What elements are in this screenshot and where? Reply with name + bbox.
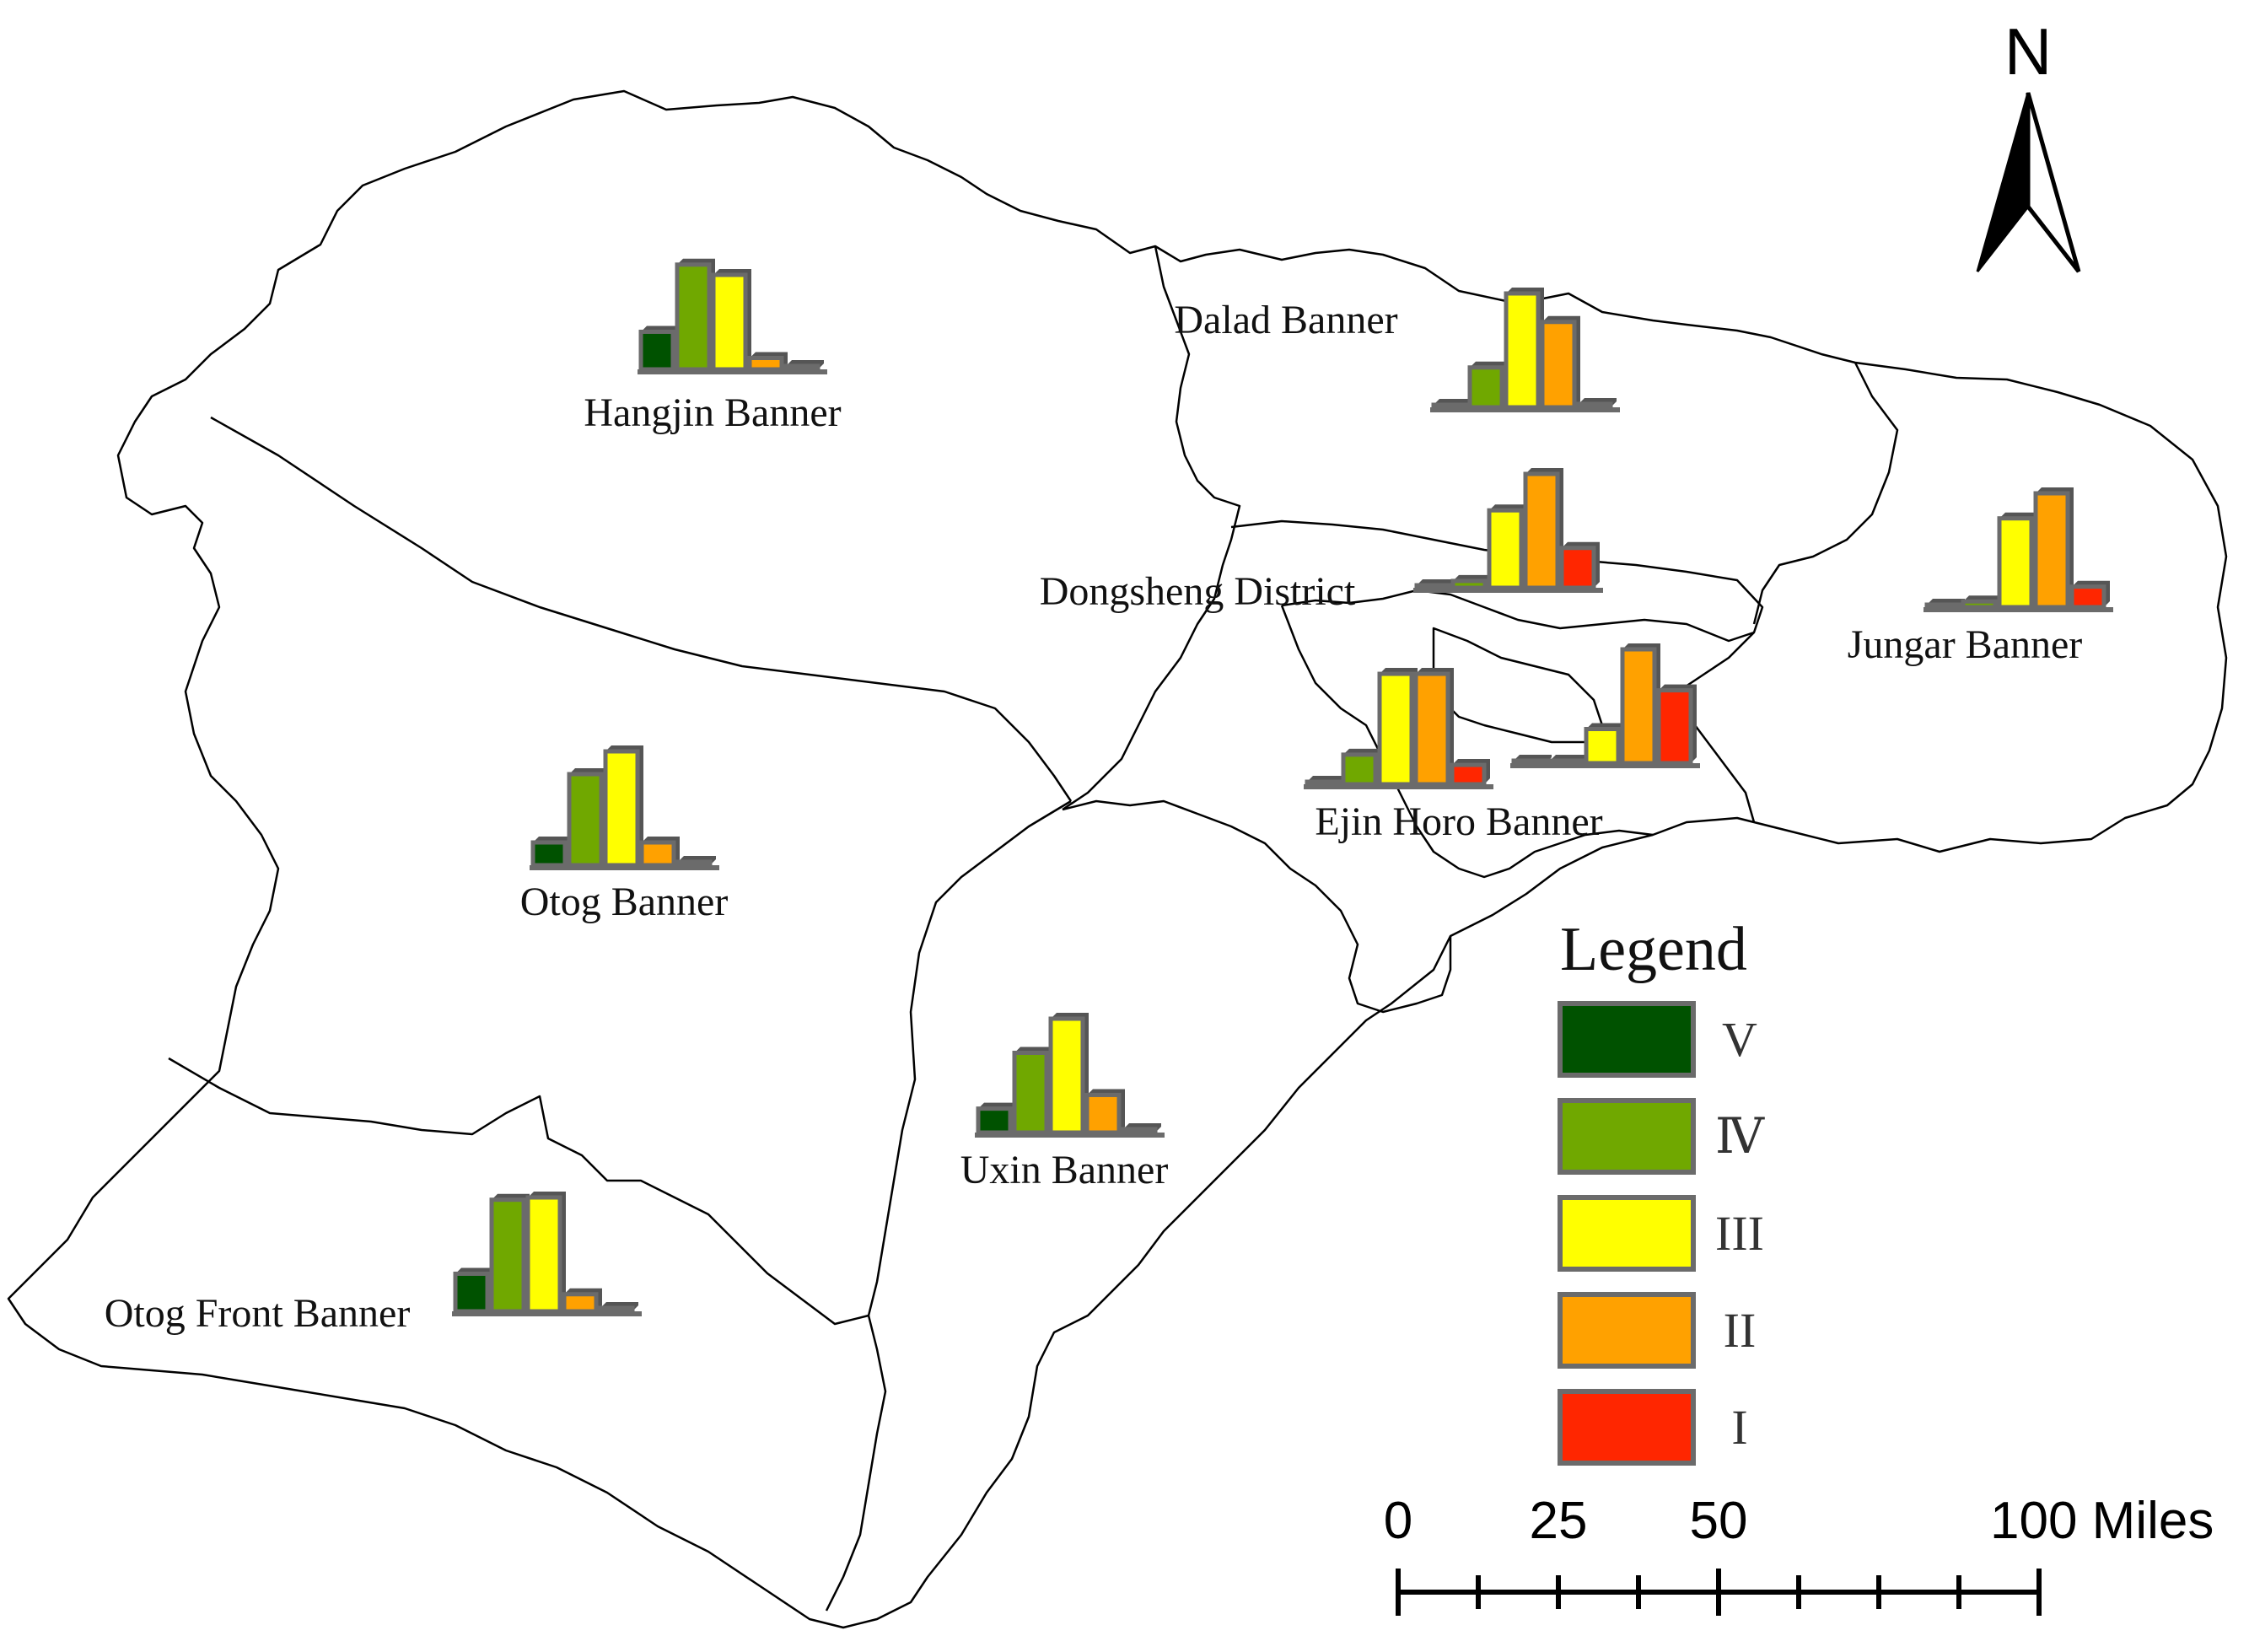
bar-otog-I bbox=[675, 859, 713, 868]
bar-dongsheng-III bbox=[1487, 508, 1524, 590]
region-label-hangjin: Hangjin Banner bbox=[584, 390, 841, 435]
outer-boundary bbox=[7, 89, 2228, 1629]
bar-ejinhoro-I bbox=[1450, 762, 1487, 787]
region-label-otogfront: Otog Front Banner bbox=[105, 1291, 411, 1336]
north-arrow-icon bbox=[1976, 92, 2081, 273]
bar-hangjin-V bbox=[638, 329, 675, 372]
bar-otogfront-I bbox=[598, 1305, 635, 1314]
bar-uxin-Ⅳ bbox=[1012, 1051, 1049, 1135]
region-label-uxin: Uxin Banner bbox=[960, 1148, 1169, 1192]
bar-otog-V bbox=[530, 840, 568, 868]
boundary-uxin-ejinhoro bbox=[1062, 799, 1452, 1014]
bar-otogfront-II bbox=[562, 1292, 599, 1314]
bar-ejinhoro_b-Ⅳ bbox=[1547, 758, 1585, 766]
bar-dalad-V bbox=[1431, 402, 1468, 410]
boundary-hangjin-dalad bbox=[1062, 245, 1241, 811]
legend-swatch-5 bbox=[1558, 1389, 1696, 1466]
bar-dongsheng-I bbox=[1559, 546, 1596, 590]
bar-ejinhoro_b-V bbox=[1511, 758, 1548, 766]
legend-label-5: I bbox=[1731, 1400, 1747, 1455]
boundary-ejinhoro bbox=[1280, 605, 1654, 879]
legend-label-4: II bbox=[1724, 1303, 1757, 1358]
bar-ejinhoro_b-I bbox=[1656, 688, 1693, 766]
legend-label-3: III bbox=[1715, 1206, 1764, 1261]
bar-ejinhoro_b-II bbox=[1620, 647, 1657, 766]
boundary-otog-otogfront bbox=[168, 1057, 869, 1326]
bar-otogfront-Ⅳ bbox=[489, 1197, 526, 1314]
bar-jungar-Ⅳ bbox=[1961, 599, 1998, 610]
scale-label-0: 0 bbox=[1384, 1492, 1412, 1550]
region-charts: Hangjin Banner Dalad Banner Dongsheng Dist… bbox=[105, 258, 2113, 1336]
bar-hangjin-I bbox=[783, 363, 821, 372]
bar-uxin-V bbox=[976, 1106, 1013, 1135]
bar-otogfront-III bbox=[525, 1195, 562, 1314]
legend-swatch-3 bbox=[1558, 1195, 1696, 1272]
bar-jungar-V bbox=[1924, 602, 1961, 610]
bar-otog-III bbox=[603, 749, 640, 868]
bar-jungar-I bbox=[2069, 584, 2106, 610]
region-ejinhoro_b bbox=[1510, 643, 1700, 768]
boundary-otog-uxin bbox=[825, 799, 1072, 1612]
bar-hangjin-II bbox=[747, 356, 784, 372]
boundary-hangjin-otog bbox=[210, 416, 1073, 802]
region-otog: Otog Banner bbox=[520, 745, 729, 924]
bar-ejinhoro_b-III bbox=[1584, 727, 1621, 766]
bar-dongsheng-II bbox=[1523, 471, 1560, 590]
boundary-ejinhoro-inner bbox=[1432, 627, 1604, 744]
bar-hangjin-Ⅳ bbox=[675, 262, 712, 372]
bar-dalad-Ⅳ bbox=[1467, 365, 1504, 410]
region-jungar: Jungar Banner bbox=[1848, 487, 2113, 667]
region-label-otog: Otog Banner bbox=[520, 880, 729, 924]
boundaries bbox=[7, 89, 2228, 1629]
scale-label-2: 50 bbox=[1690, 1492, 1748, 1550]
bar-uxin-III bbox=[1048, 1016, 1085, 1135]
region-otogfront: Otog Front Banner bbox=[105, 1192, 642, 1336]
bar-jungar-III bbox=[1997, 516, 2034, 610]
region-label-jungar: Jungar Banner bbox=[1848, 622, 2083, 667]
bar-otogfront-V bbox=[453, 1271, 490, 1314]
legend-swatch-1 bbox=[1558, 1001, 1696, 1078]
region-dongsheng: Dongsheng District bbox=[1040, 468, 1603, 614]
bar-uxin-I bbox=[1121, 1127, 1158, 1135]
north-arrow: N bbox=[1976, 14, 2081, 273]
bar-ejinhoro-III bbox=[1377, 671, 1414, 787]
north-label: N bbox=[2004, 14, 2052, 89]
legend-title: Legend bbox=[1560, 915, 1747, 984]
region-label-ejinhoro: Ejin Horo Banner bbox=[1315, 799, 1602, 844]
bar-hangjin-III bbox=[711, 272, 748, 372]
bar-dalad-III bbox=[1504, 291, 1541, 410]
bar-otog-Ⅳ bbox=[567, 772, 604, 868]
bar-dalad-I bbox=[1576, 401, 1613, 410]
region-label-dalad: Dalad Banner bbox=[1174, 298, 1397, 342]
legend-swatch-4 bbox=[1558, 1292, 1696, 1369]
bar-dongsheng-Ⅳ bbox=[1450, 578, 1488, 590]
scale-label-1: 25 bbox=[1530, 1492, 1588, 1550]
region-uxin: Uxin Banner bbox=[960, 1013, 1169, 1192]
region-dalad: Dalad Banner bbox=[1174, 288, 1620, 412]
bar-otog-II bbox=[639, 840, 676, 868]
bar-dalad-II bbox=[1540, 320, 1577, 410]
scale-bar: 0 25 50 100 Miles bbox=[1384, 1492, 2214, 1616]
bar-ejinhoro-V bbox=[1305, 779, 1342, 787]
bar-jungar-II bbox=[2033, 491, 2070, 610]
boundary-dalad-jungar bbox=[1752, 362, 1899, 625]
legend-swatch-2 bbox=[1558, 1098, 1696, 1175]
legend-label-1: V bbox=[1722, 1012, 1757, 1067]
bar-uxin-II bbox=[1084, 1092, 1122, 1135]
legend-label-2: Ⅳ bbox=[1715, 1109, 1765, 1164]
bar-ejinhoro-Ⅳ bbox=[1341, 752, 1378, 787]
bar-dongsheng-V bbox=[1414, 583, 1451, 590]
region-label-dongsheng: Dongsheng District bbox=[1040, 569, 1356, 614]
bar-ejinhoro-II bbox=[1413, 671, 1450, 787]
bar-shadow bbox=[1453, 574, 1491, 588]
region-ejinhoro: Ejin Horo Banner bbox=[1304, 668, 1603, 844]
scale-label-3: 100 Miles bbox=[1990, 1492, 2214, 1550]
region-hangjin: Hangjin Banner bbox=[584, 258, 842, 435]
